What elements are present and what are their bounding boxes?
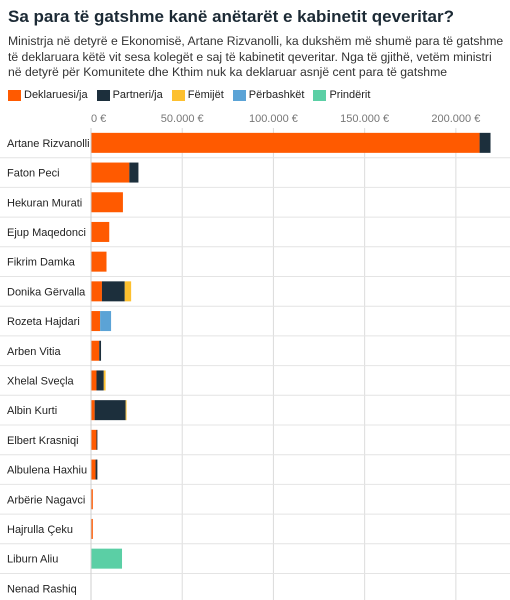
bar-segment [91, 281, 102, 302]
legend-item-deklaruesi: Deklaruesi/ja [8, 89, 88, 101]
chart-title: Sa para të gatshme kanë anëtarët e kabin… [8, 7, 454, 26]
legend: Deklaruesi/ja Partneri/ja Fëmijët Përbas… [8, 88, 379, 102]
bar-segment [91, 162, 130, 183]
x-tick-label: 0 € [91, 113, 106, 125]
x-tick-label: 100.000 € [249, 113, 298, 125]
category-label: Hajrulla Çeku [7, 524, 73, 536]
bar-segment [91, 132, 480, 153]
category-label: Albulena Haxhiu [7, 465, 87, 477]
bar-segment [91, 192, 123, 213]
legend-label-perbashket: Përbashkët [248, 89, 305, 101]
bar-segment [479, 132, 491, 153]
bar-segment [91, 311, 101, 332]
legend-label-deklaruesi: Deklaruesi/ja [24, 89, 88, 101]
x-tick-label: 50.000 € [161, 113, 204, 125]
bar-segment [99, 340, 102, 361]
x-tick-label: 150.000 € [340, 113, 389, 125]
legend-item-perbashket: Përbashkët [232, 89, 305, 101]
legend-swatch-perbashket [232, 89, 246, 101]
legend-swatch-femijet [171, 89, 185, 101]
legend-label-prinderit: Prindërit [329, 89, 371, 101]
category-label: Liburn Aliu [7, 554, 58, 566]
category-label: Nenad Rashiq [7, 583, 77, 595]
bar-segment [96, 429, 98, 450]
category-label: Donika Gërvalla [7, 286, 86, 298]
bar-segment [125, 400, 127, 421]
bar-segment [91, 518, 93, 539]
legend-item-femijet: Fëmijët [171, 89, 224, 101]
bar-segment [91, 429, 97, 450]
legend-label-partneri: Partneri/ja [112, 89, 163, 101]
bar-segment [100, 311, 112, 332]
legend-item-partneri: Partneri/ja [96, 89, 163, 101]
legend-swatch-prinderit [313, 89, 327, 101]
category-label: Arben Vitia [7, 346, 61, 358]
bar-segment [95, 459, 98, 480]
category-label: Fikrim Damka [7, 257, 76, 269]
bar-segment [103, 370, 106, 391]
bar-segment [91, 251, 107, 272]
bar-segment [91, 489, 93, 510]
legend-item-prinderit: Prindërit [313, 89, 370, 101]
legend-label-femijet: Fëmijët [187, 89, 224, 101]
category-label: Artane Rizvanolli [7, 138, 90, 150]
category-label: Faton Peci [7, 168, 60, 180]
chart-subtitle: Ministrja në detyrë e Ekonomisë, Artane … [8, 34, 504, 79]
category-label: Ejup Maqedonci [7, 227, 86, 239]
category-label: Hekuran Murati [7, 197, 82, 209]
category-label: Xhelal Sveçla [7, 375, 75, 387]
category-label: Arbërie Nagavci [7, 494, 85, 506]
bar-segment [91, 340, 100, 361]
bar-segment [124, 281, 132, 302]
category-label: Rozeta Hajdari [7, 316, 80, 328]
bar-segment [91, 400, 95, 421]
bar-segment [91, 370, 97, 391]
legend-swatch-deklaruesi [8, 89, 21, 101]
bar-segment [101, 281, 125, 302]
category-label: Elbert Krasniqi [7, 435, 79, 447]
x-tick-label: 200.000 € [431, 113, 480, 125]
legend-swatch-partneri [96, 89, 110, 101]
stacked-bar-chart: 0 € 50.000 € 100.000 € 150.000 € 200.000 € Ar… [0, 113, 510, 600]
category-label: Albin Kurti [7, 405, 57, 417]
bar-segment [96, 370, 104, 391]
bar-segment [91, 548, 123, 569]
bar-segment [91, 459, 96, 480]
bar-segment [94, 400, 126, 421]
bar-segment [129, 162, 139, 183]
bar-segment [91, 221, 110, 242]
